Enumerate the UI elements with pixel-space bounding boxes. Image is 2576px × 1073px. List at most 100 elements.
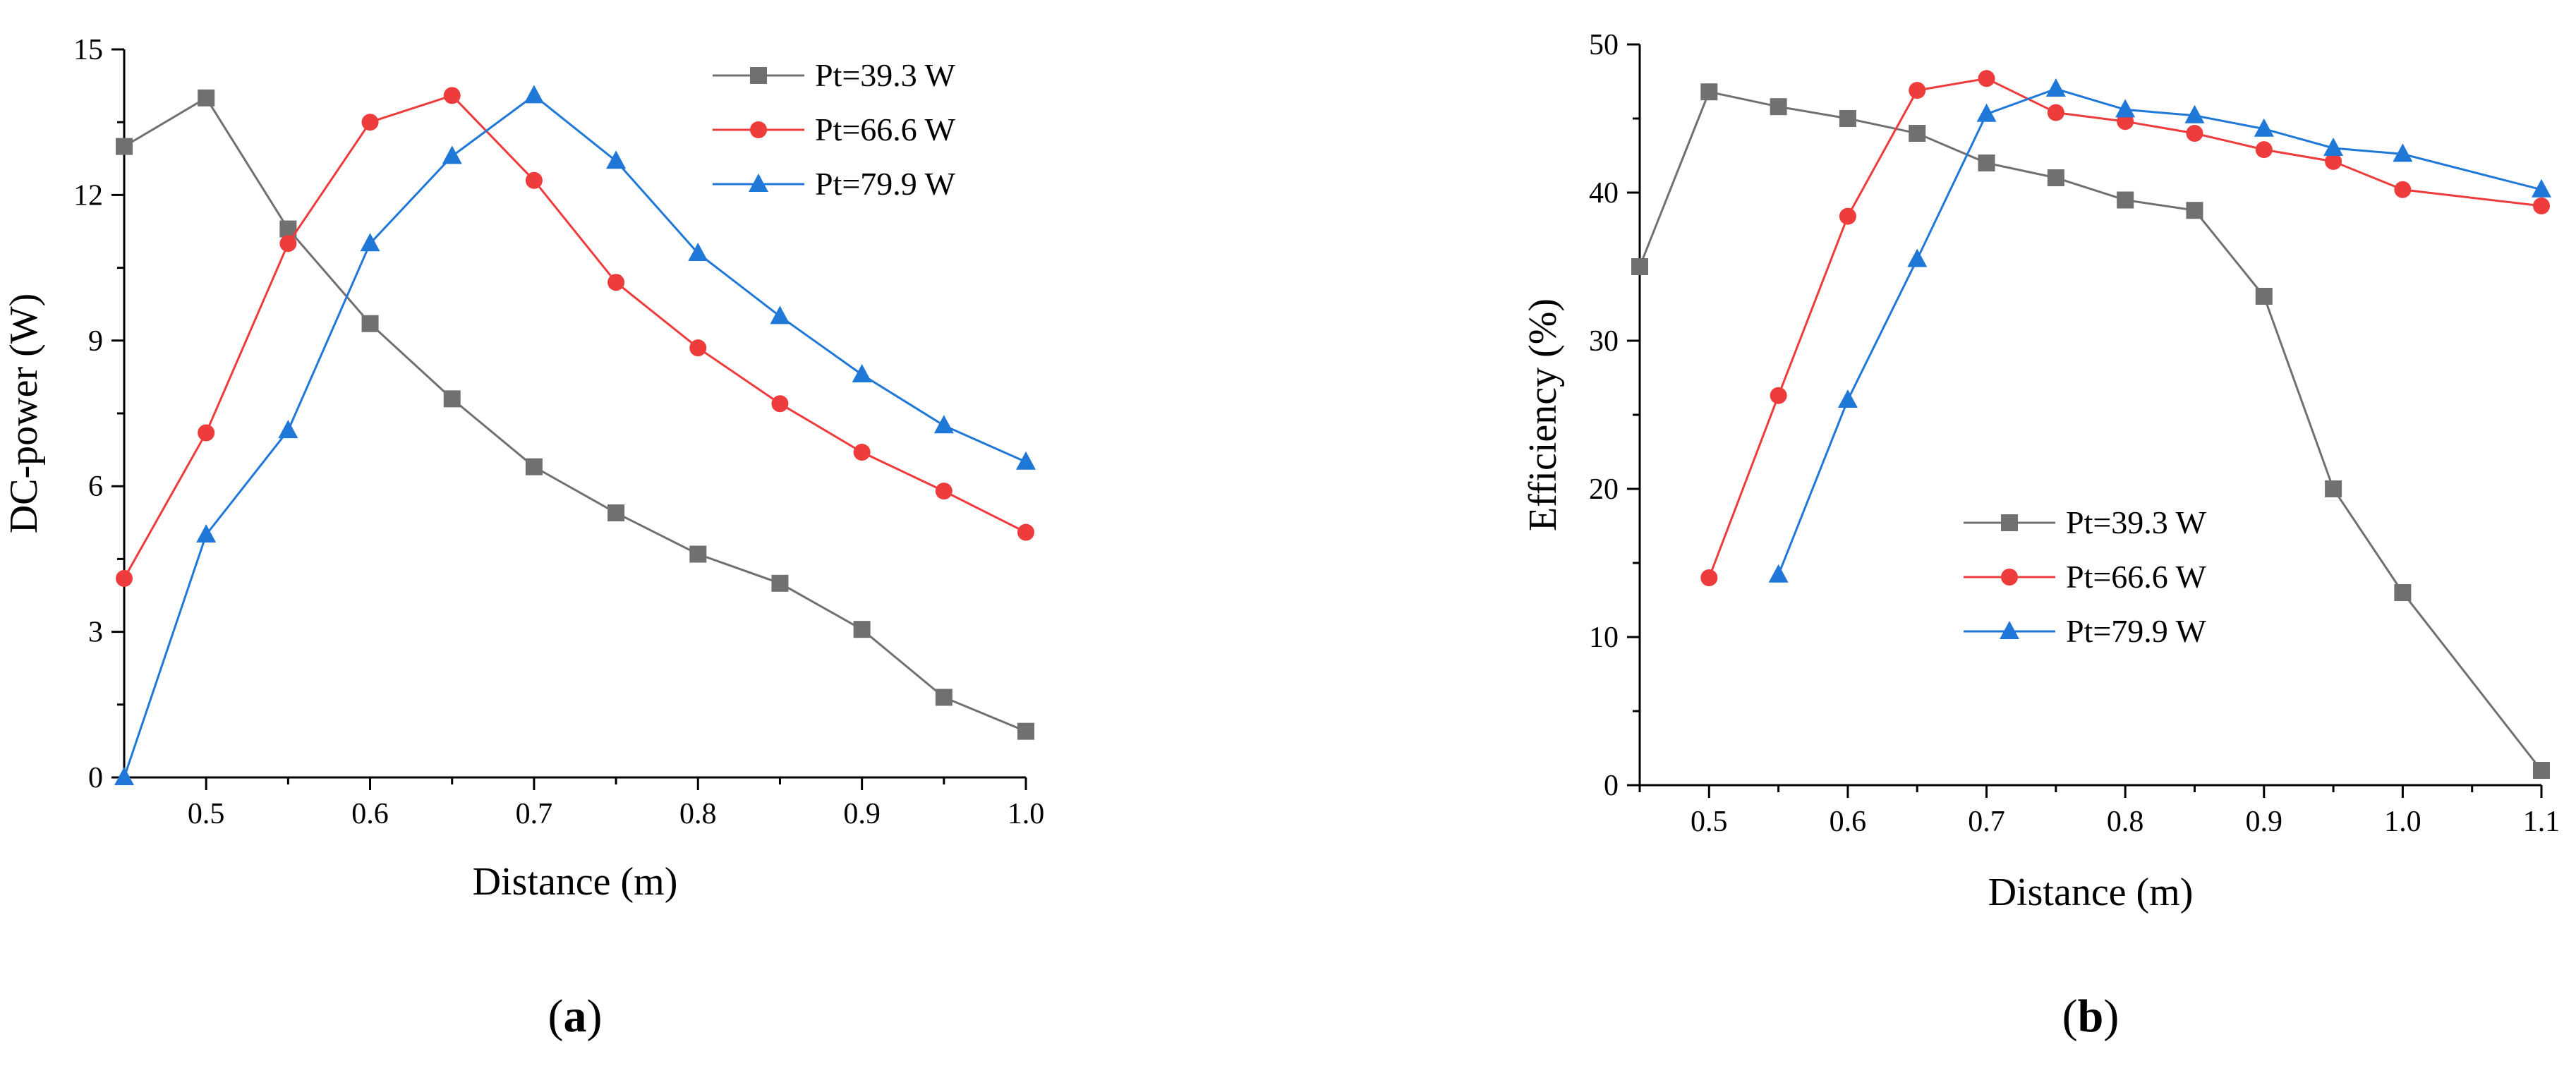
- data-point: [1839, 207, 1856, 225]
- series-2: [1700, 70, 2550, 586]
- data-point: [1907, 248, 1928, 267]
- data-point: [114, 767, 134, 785]
- data-point: [2394, 181, 2412, 198]
- y-axis-label: DC-power (W): [2, 293, 46, 534]
- series-3: [114, 85, 1036, 785]
- y-tick-label: 30: [1589, 325, 1619, 358]
- panel-label-letter: a: [564, 990, 587, 1042]
- y-tick-label: 6: [88, 471, 103, 503]
- y-tick-label: 10: [1589, 622, 1619, 654]
- data-point: [2115, 99, 2136, 118]
- series-line: [1707, 77, 2542, 578]
- panel-a-chart: 0.5 0.6 0.7 0.8 0.9 1.0 0 3 6 9 12 15 Distance (m) DC…: [2, 34, 1044, 1042]
- data-point: [198, 89, 215, 107]
- data-point: [116, 138, 133, 155]
- data-point: [196, 524, 217, 542]
- data-point: [853, 621, 871, 638]
- data-point: [2255, 141, 2273, 159]
- panel-label-close: ): [2103, 990, 2119, 1042]
- data-point: [2394, 584, 2412, 601]
- data-point: [689, 339, 707, 357]
- data-point: [935, 689, 953, 706]
- y-tick-label: 3: [88, 617, 103, 649]
- data-point: [1978, 70, 1995, 87]
- legend: Pt=39.3 W Pt=66.6 W Pt=79.9 W: [1964, 504, 2206, 649]
- data-point: [853, 444, 871, 461]
- x-axis-label: Distance (m): [473, 860, 678, 904]
- data-point: [852, 363, 872, 382]
- series-line: [123, 96, 1027, 732]
- legend-marker: [749, 174, 768, 192]
- data-point: [688, 242, 708, 261]
- data-point: [361, 315, 379, 332]
- x-tick-label: 0.5: [1691, 806, 1728, 838]
- y-tick-label: 0: [88, 762, 103, 794]
- data-point: [2532, 178, 2551, 198]
- legend-marker: [750, 67, 767, 84]
- series-2: [116, 87, 1034, 587]
- data-point: [935, 483, 953, 500]
- x-tick-label: 0.6: [351, 798, 389, 830]
- panel-label-close: ): [587, 990, 603, 1042]
- x-tick-label: 0.5: [188, 798, 225, 830]
- x-tick-label: 0.9: [843, 798, 881, 830]
- data-point: [361, 114, 379, 131]
- x-tick-label: 0.7: [1968, 806, 2005, 838]
- data-point: [2325, 152, 2342, 170]
- data-point: [770, 305, 790, 325]
- legend-marker: [750, 121, 767, 138]
- legend-label: Pt=66.6 W: [2066, 559, 2206, 595]
- panel-label-open: (: [548, 990, 564, 1042]
- data-point: [1700, 569, 1718, 586]
- data-point: [1839, 110, 1856, 127]
- legend-marker: [2000, 621, 2019, 639]
- data-point: [1016, 451, 1036, 470]
- y-tick-label: 20: [1589, 473, 1619, 506]
- data-point: [279, 235, 297, 253]
- data-point: [1017, 722, 1034, 740]
- data-point: [771, 574, 789, 592]
- panel-b-chart: 0.5 0.6 0.7 0.8 0.9 1.0 1.1 0 10 20 30 40 50 Distance…: [1521, 29, 2560, 1042]
- x-axis-label: Distance (m): [1988, 871, 2194, 914]
- data-point: [443, 390, 461, 408]
- data-point: [2047, 104, 2064, 121]
- x-tick-label: 0.6: [1830, 806, 1867, 838]
- x-tick-label: 1.1: [2523, 806, 2560, 838]
- data-point: [1768, 564, 1789, 583]
- data-point: [933, 415, 954, 434]
- x-tick-label: 1.0: [2384, 806, 2421, 838]
- data-point: [1978, 154, 1995, 171]
- data-point: [1700, 83, 1718, 101]
- legend: Pt=39.3 W Pt=66.6 W Pt=79.9 W: [713, 57, 955, 202]
- x-tick-label: 1.0: [1008, 798, 1045, 830]
- data-point: [116, 569, 133, 587]
- series-3: [1768, 78, 2551, 583]
- data-point: [1631, 258, 1648, 275]
- panel-label-open: (: [2062, 990, 2078, 1042]
- data-point: [607, 504, 625, 522]
- y-tick-label: 0: [1604, 770, 1619, 802]
- series-1: [1631, 83, 2550, 779]
- panel-label: (b): [2062, 990, 2120, 1042]
- data-point: [2255, 288, 2273, 305]
- data-point: [1017, 523, 1034, 541]
- data-point: [443, 87, 461, 104]
- data-point: [2186, 202, 2203, 219]
- data-point: [2184, 104, 2205, 123]
- x-tick-label: 0.7: [516, 798, 553, 830]
- data-point: [2393, 143, 2413, 162]
- legend-label: Pt=39.3 W: [815, 57, 955, 93]
- data-point: [2045, 78, 2066, 97]
- data-point: [689, 545, 707, 563]
- data-point: [1837, 389, 1858, 408]
- data-point: [524, 85, 544, 104]
- y-tick-label: 9: [88, 325, 103, 358]
- x-tick-label: 0.8: [679, 798, 717, 830]
- legend-marker: [2001, 514, 2018, 531]
- legend-marker: [2001, 569, 2018, 586]
- y-tick-label: 50: [1589, 29, 1619, 61]
- legend-label: Pt=79.9 W: [2066, 613, 2206, 649]
- panel-label-letter: b: [2078, 990, 2104, 1042]
- data-point: [198, 424, 215, 442]
